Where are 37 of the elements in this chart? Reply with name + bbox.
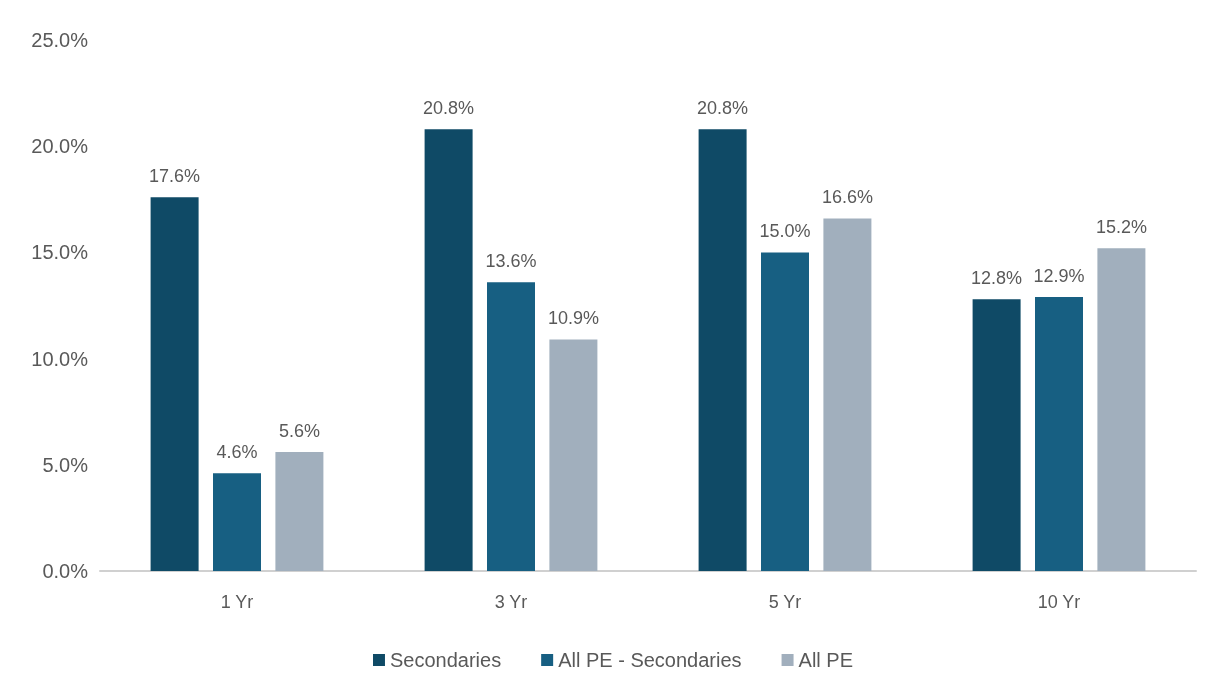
legend-label: All PE — [798, 649, 854, 671]
y-tick-label: 5.0% — [42, 453, 89, 476]
bar — [487, 282, 535, 571]
bar — [549, 339, 598, 571]
legend-label: Secondaries — [389, 649, 502, 671]
data-label: 13.6% — [485, 251, 537, 272]
data-label: 5.6% — [278, 421, 320, 442]
bar — [150, 197, 199, 571]
bar — [213, 473, 261, 571]
data-label: 10.9% — [547, 308, 599, 329]
data-label: 4.6% — [216, 442, 258, 463]
bar — [761, 252, 809, 571]
x-tick-label: 3 Yr — [494, 592, 528, 612]
data-label: 20.8% — [423, 98, 475, 119]
bar — [1097, 248, 1146, 571]
y-tick-label: 10.0% — [31, 347, 89, 370]
bar — [424, 129, 473, 571]
legend-label: All PE - Secondaries — [558, 649, 742, 671]
bar — [275, 452, 324, 571]
bar — [698, 129, 747, 571]
data-label: 12.9% — [1033, 266, 1085, 286]
data-label: 20.8% — [697, 98, 749, 119]
x-tick-label: 5 Yr — [768, 592, 802, 612]
bar — [1035, 297, 1083, 571]
data-label: 12.8% — [971, 268, 1023, 289]
data-label: 15.2% — [1095, 217, 1147, 238]
bar — [972, 299, 1021, 571]
data-label: 15.0% — [759, 221, 811, 242]
y-tick-label: 20.0% — [31, 135, 89, 158]
y-tick-label: 25.0% — [31, 29, 89, 51]
x-tick-label: 10 Yr — [1037, 592, 1081, 612]
y-tick-label: 15.0% — [31, 241, 89, 264]
y-tick-label: 0.0% — [42, 560, 89, 582]
data-label: 17.6% — [149, 166, 201, 187]
data-label: 16.6% — [821, 187, 873, 208]
x-tick-label: 1 Yr — [220, 592, 254, 612]
bar — [823, 218, 872, 571]
